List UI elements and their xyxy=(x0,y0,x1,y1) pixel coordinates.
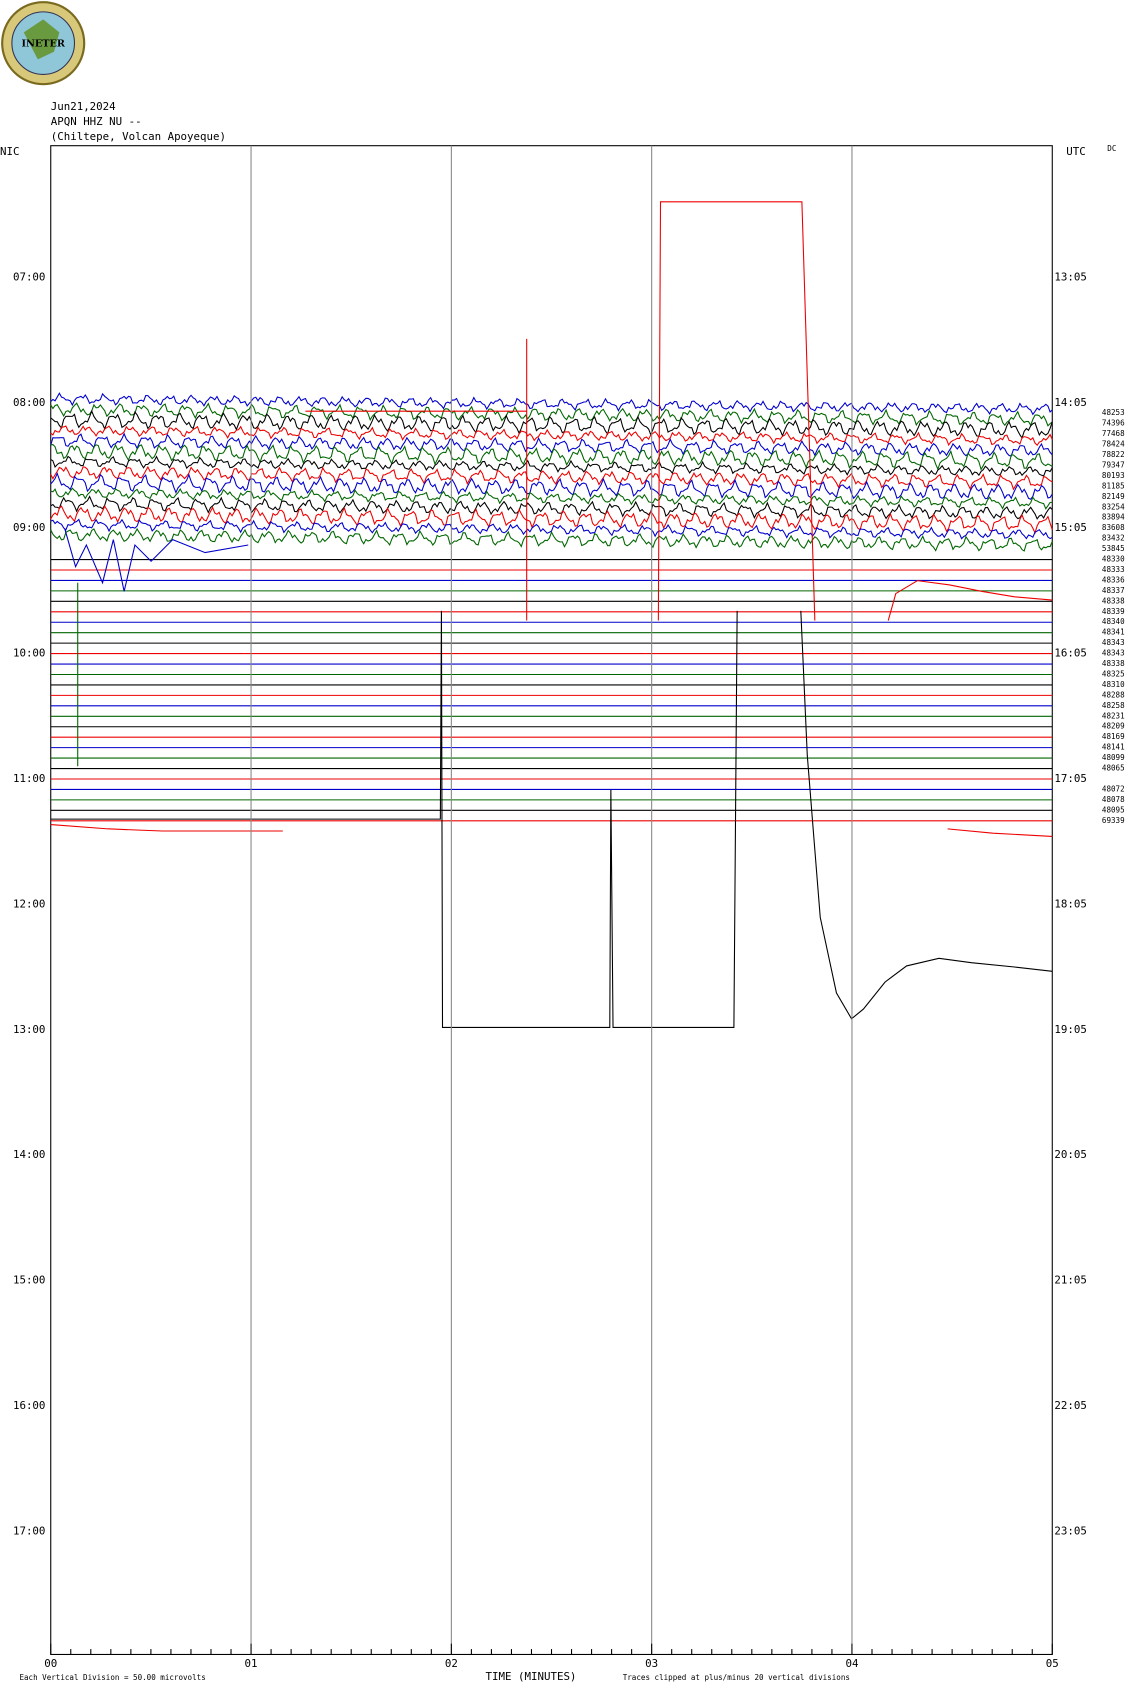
dc-value: 69339 xyxy=(1102,816,1125,825)
dc-value: 48341 xyxy=(1102,628,1125,637)
dc-value: 48310 xyxy=(1102,680,1125,689)
dc-value: 48338 xyxy=(1102,659,1125,668)
clip-note: Traces clipped at plus/minus 20 vertical… xyxy=(623,1673,850,1682)
trace xyxy=(50,402,1053,427)
trace xyxy=(50,392,1053,416)
dc-value: 83432 xyxy=(1102,534,1125,543)
dc-value: 48338 xyxy=(1102,596,1125,605)
right-axis-title: UTC xyxy=(1066,145,1085,158)
right-time-label: 19:05 xyxy=(1054,1023,1086,1036)
trace xyxy=(50,471,1053,500)
x-axis-title: TIME (MINUTES) xyxy=(486,1670,577,1683)
x-tick-label: 01 xyxy=(245,1657,258,1670)
right-time-label: 21:05 xyxy=(1054,1274,1086,1287)
right-time-label: 17:05 xyxy=(1054,772,1086,785)
left-time-label: 11:00 xyxy=(13,772,45,785)
left-time-label: 14:00 xyxy=(13,1148,45,1161)
right-time-label: 16:05 xyxy=(1054,647,1086,660)
right-time-label: 18:05 xyxy=(1054,897,1086,910)
left-time-label: 07:00 xyxy=(13,270,45,283)
trace xyxy=(50,443,1053,471)
x-tick-label: 00 xyxy=(44,1657,57,1670)
dc-title: DC xyxy=(1107,144,1116,153)
dc-value: 48343 xyxy=(1102,638,1125,647)
station: APQN HHZ NU -- xyxy=(51,115,142,128)
dc-value: 82149 xyxy=(1102,492,1125,501)
x-tick-label: 05 xyxy=(1046,1657,1059,1670)
dc-value: 48340 xyxy=(1102,617,1125,626)
dc-value: 80193 xyxy=(1102,471,1125,480)
right-time-label: 15:05 xyxy=(1054,521,1086,534)
dc-value: 48339 xyxy=(1102,607,1125,616)
right-time-label: 22:05 xyxy=(1054,1399,1086,1412)
trace xyxy=(50,465,1053,491)
trace xyxy=(50,527,1053,552)
dc-value: 79347 xyxy=(1102,460,1125,469)
x-tick-label: 04 xyxy=(845,1657,858,1670)
dc-value: 48095 xyxy=(1102,805,1125,814)
logo-text: INETER xyxy=(21,39,65,50)
dc-value: 48141 xyxy=(1102,743,1125,752)
dc-value: 78424 xyxy=(1102,440,1125,449)
dc-value: 48337 xyxy=(1102,586,1125,595)
left-time-label: 08:00 xyxy=(13,396,45,409)
dc-value: 48333 xyxy=(1102,565,1125,574)
trace xyxy=(50,425,1053,447)
trace xyxy=(50,495,1053,520)
trace xyxy=(50,487,1053,510)
dc-value: 81185 xyxy=(1102,481,1125,490)
dc-value: 53845 xyxy=(1102,544,1125,553)
left-time-label: 12:00 xyxy=(13,897,45,910)
dc-value: 48253 xyxy=(1102,408,1125,417)
left-time-label: 16:00 xyxy=(13,1399,45,1412)
left-time-label: 10:00 xyxy=(13,647,45,660)
dc-value: 48099 xyxy=(1102,753,1125,762)
traces xyxy=(50,392,1053,822)
right-time-label: 23:05 xyxy=(1054,1524,1086,1537)
trace xyxy=(50,505,1053,535)
dc-value: 48258 xyxy=(1102,701,1125,710)
plot-frame xyxy=(50,145,1053,1656)
dc-value: 77468 xyxy=(1102,429,1125,438)
dc-value: 48209 xyxy=(1102,722,1125,731)
dc-value: 48330 xyxy=(1102,555,1125,564)
dc-value: 48078 xyxy=(1102,795,1125,804)
dc-value: 83608 xyxy=(1102,523,1125,532)
dc-value: 48343 xyxy=(1102,649,1125,658)
dc-value: 48325 xyxy=(1102,669,1125,678)
dc-value: 48288 xyxy=(1102,690,1125,699)
right-time-label: 20:05 xyxy=(1054,1148,1086,1161)
trace xyxy=(50,409,1053,440)
dc-value: 83254 xyxy=(1102,502,1125,511)
dc-value: 48231 xyxy=(1102,711,1125,720)
scale-note: Each Vertical Division = 50.00 microvolt… xyxy=(19,1673,205,1682)
dc-value: 48065 xyxy=(1102,764,1125,773)
left-axis-title: NIC xyxy=(0,145,19,158)
trace xyxy=(50,455,1053,477)
logo: INETER xyxy=(1,1,86,86)
dc-value: 74396 xyxy=(1102,419,1125,428)
left-time-label: 17:00 xyxy=(13,1524,45,1537)
dc-value: 48169 xyxy=(1102,732,1125,741)
right-time-label: 13:05 xyxy=(1054,270,1086,283)
left-time-label: 09:00 xyxy=(13,521,45,534)
dc-value: 78822 xyxy=(1102,450,1125,459)
dc-value: 48336 xyxy=(1102,575,1125,584)
location: (Chiltepe, Volcan Apoyeque) xyxy=(51,130,226,143)
dc-value: 48072 xyxy=(1102,784,1125,793)
features xyxy=(50,201,1053,1028)
left-time-label: 15:00 xyxy=(13,1274,45,1287)
x-tick-label: 02 xyxy=(445,1657,458,1670)
left-time-label: 13:00 xyxy=(13,1023,45,1036)
dc-value: 83894 xyxy=(1102,513,1125,522)
right-time-label: 14:05 xyxy=(1054,396,1086,409)
trace xyxy=(50,432,1053,457)
date: Jun21,2024 xyxy=(51,100,116,113)
x-tick-label: 03 xyxy=(645,1657,658,1670)
